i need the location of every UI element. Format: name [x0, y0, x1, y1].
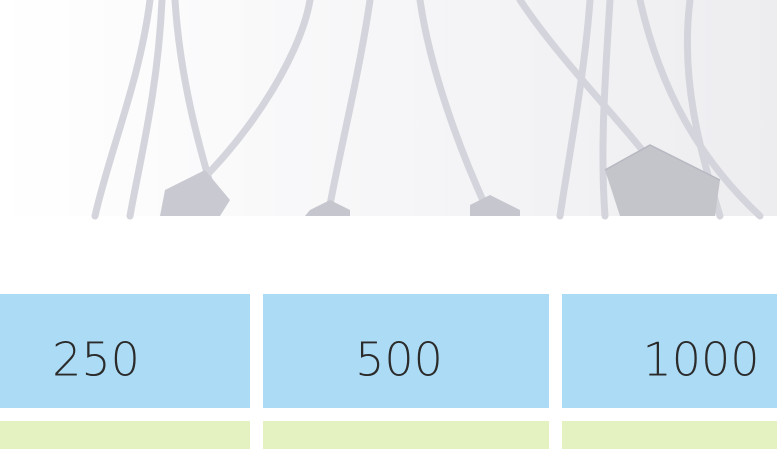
table-cell	[263, 421, 549, 449]
price-table: 250 500 1000	[0, 294, 777, 449]
product-image	[0, 0, 777, 216]
page: 250 500 1000	[0, 0, 777, 449]
cell-text: 500	[355, 333, 443, 387]
cell-text: 1000	[642, 333, 759, 387]
table-cell	[0, 421, 250, 449]
cell-text: 250	[52, 333, 140, 387]
table-cell	[562, 421, 777, 449]
